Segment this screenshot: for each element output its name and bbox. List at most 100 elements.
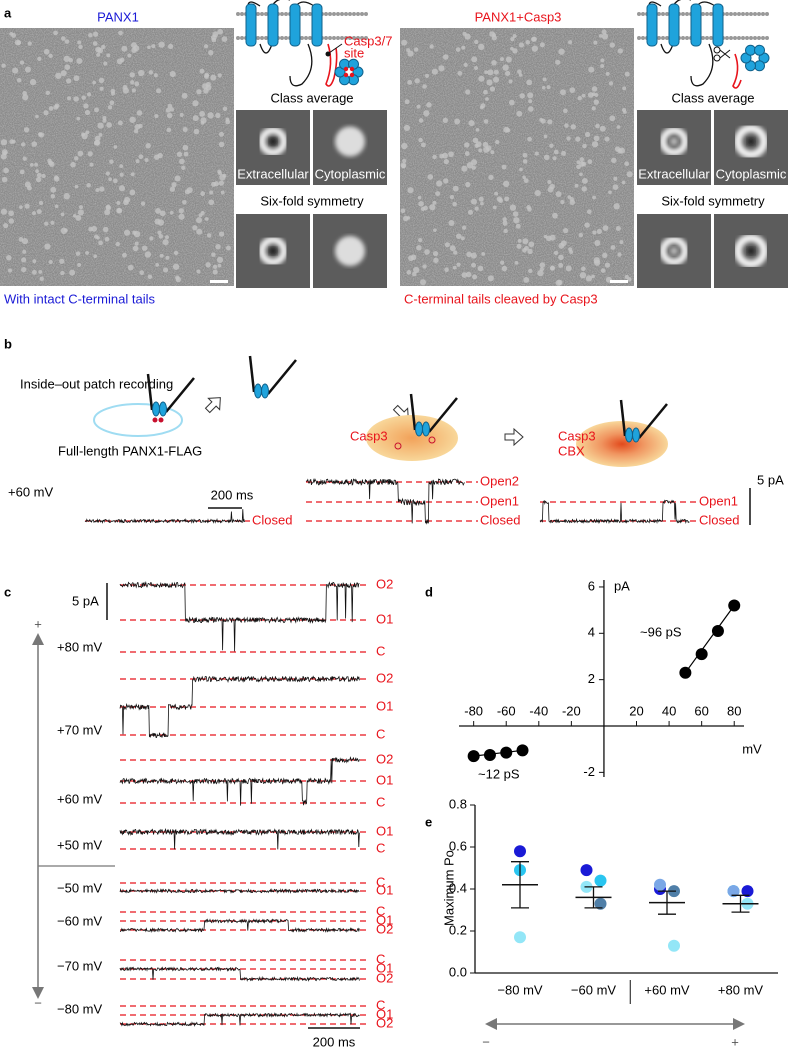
particle (132, 88, 136, 92)
particle (413, 267, 419, 273)
density (670, 247, 678, 255)
particle (93, 254, 97, 258)
particle (133, 246, 139, 252)
particle (401, 143, 407, 149)
particle (88, 33, 93, 38)
particle (519, 168, 523, 172)
particle (403, 216, 408, 221)
particle (418, 138, 423, 143)
particle (50, 187, 56, 193)
particle (180, 113, 184, 117)
particle (106, 205, 111, 210)
particle (493, 205, 497, 209)
particle (465, 89, 470, 94)
particle (37, 209, 42, 214)
particle (178, 214, 184, 220)
particle (99, 87, 103, 91)
pipette (268, 360, 296, 394)
particle (221, 191, 225, 195)
particle (471, 263, 476, 268)
particle (602, 253, 607, 258)
lipid-head (284, 36, 288, 40)
hexamer-subunit (755, 45, 765, 55)
particle (167, 113, 172, 118)
particle (6, 255, 11, 260)
particle (99, 78, 104, 83)
particle (509, 100, 515, 106)
lipid-head (741, 36, 745, 40)
particle (55, 73, 61, 79)
y-tick-label: 2 (588, 671, 595, 686)
level-label: Open1 (699, 493, 738, 508)
particle (70, 162, 76, 168)
particle (138, 70, 144, 76)
particle (606, 72, 610, 76)
particle (160, 254, 164, 258)
particle (101, 45, 105, 49)
particle (91, 226, 97, 232)
particle (517, 69, 522, 74)
particle (12, 68, 18, 74)
lipid-head (761, 36, 765, 40)
particle (148, 274, 153, 279)
particle (192, 100, 198, 106)
particle (401, 40, 407, 46)
particle (616, 226, 621, 231)
particle (218, 264, 222, 268)
particle (408, 255, 414, 261)
particle (468, 210, 473, 215)
particle (151, 44, 155, 48)
level-label: Open1 (480, 493, 519, 508)
particle (127, 54, 131, 58)
level-label: C (376, 643, 385, 658)
particle (417, 105, 421, 109)
particle (450, 245, 456, 251)
lipid-head (641, 36, 645, 40)
particle (64, 193, 70, 199)
particle (96, 53, 100, 57)
particle (121, 46, 127, 52)
particle (526, 79, 532, 85)
lipid-head (637, 36, 641, 40)
particle (50, 221, 54, 225)
particle (471, 56, 477, 62)
particle (32, 259, 36, 263)
particle (156, 88, 161, 93)
particle (474, 40, 478, 44)
lipid-head (256, 12, 260, 16)
particle (485, 97, 489, 101)
particle (563, 228, 568, 233)
particle (179, 208, 184, 213)
particle (116, 208, 121, 213)
particle (554, 150, 559, 155)
particle (51, 194, 56, 199)
sign-label: − (482, 1034, 490, 1049)
lipid-head (685, 12, 689, 16)
particle (582, 144, 587, 149)
particle (483, 90, 488, 95)
particle (226, 246, 231, 251)
particle (75, 185, 79, 189)
particle (209, 190, 213, 194)
particle (497, 196, 502, 201)
particle (579, 233, 583, 237)
particle (581, 266, 586, 271)
particle (416, 245, 421, 250)
level-label: O2 (376, 921, 393, 936)
particle (569, 87, 575, 93)
particle (219, 180, 224, 185)
particle (407, 187, 413, 193)
particle (20, 60, 24, 64)
particle (31, 141, 37, 147)
particle (594, 257, 600, 263)
panel-title: PANX1+Casp3 (475, 9, 562, 24)
particle (605, 263, 610, 268)
particle (594, 240, 600, 246)
level-label: C (376, 726, 385, 741)
particle (571, 124, 576, 129)
channel (416, 422, 423, 436)
particle (490, 86, 495, 91)
particle (424, 249, 430, 255)
particle (17, 41, 22, 46)
